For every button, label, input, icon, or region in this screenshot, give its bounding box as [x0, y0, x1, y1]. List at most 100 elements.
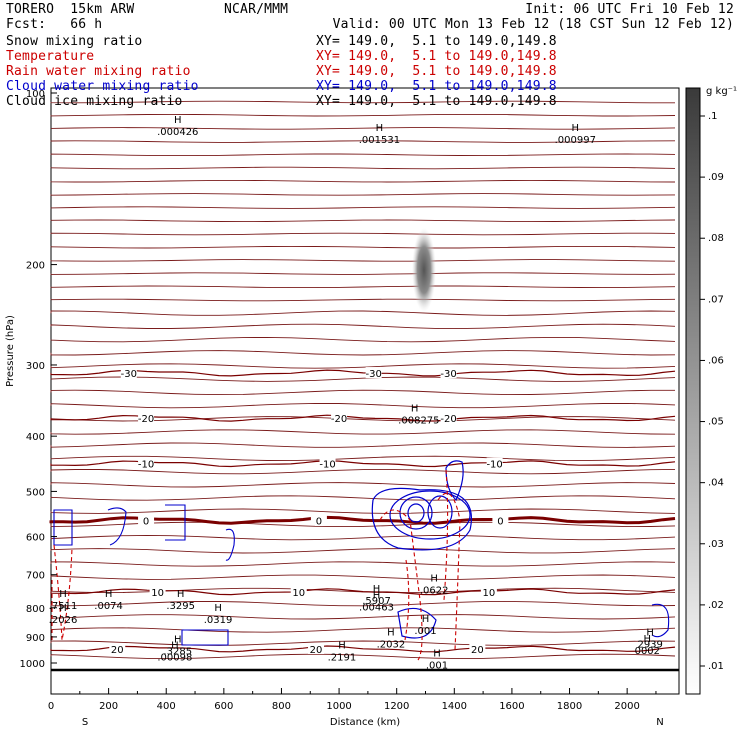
y-tick-label: 300: [26, 361, 45, 372]
south-label: S: [82, 717, 88, 728]
colorbar-tick-label: .07: [708, 294, 724, 305]
field-name: Snow mixing ratio: [6, 34, 143, 49]
maximum-H: H: [177, 589, 185, 600]
maximum-value: .000997: [555, 135, 596, 146]
maximum-H: H: [387, 627, 395, 638]
isotherm-line: [50, 369, 676, 377]
isotherm-label-bg: [331, 412, 348, 424]
theta-contour: [50, 468, 676, 475]
field-name: Cloud ice mixing ratio: [6, 94, 183, 109]
theta-contour: [50, 298, 676, 302]
maximum-H: H: [214, 603, 222, 614]
y-tick-label: 500: [26, 487, 45, 498]
isotherm-label-bg: [290, 585, 307, 597]
maximum-H: H: [572, 123, 580, 134]
colorbar-tick-label: .01: [708, 661, 724, 672]
y-tick-label: 800: [26, 604, 45, 615]
colorbar-gradient: [685, 87, 701, 695]
maximum-H: H: [373, 590, 381, 601]
maximum-H: H: [422, 614, 430, 625]
init-time: Init: 06 UTC Fri 10 Feb 12: [525, 2, 734, 17]
isotherm-label: 0: [497, 516, 503, 527]
theta-contour: [50, 323, 676, 330]
maximum-H: H: [644, 634, 652, 645]
maximum-H: H: [171, 640, 179, 651]
colorbar-tick-label: .06: [708, 355, 724, 366]
theta-contour: [50, 455, 676, 462]
colorbar-tick-label: .03: [708, 539, 724, 550]
maximum-value: .2032: [377, 639, 406, 650]
isotherm-label: -20: [440, 414, 456, 425]
theta-contour: [50, 310, 676, 316]
model-name: TORERO 15km ARW: [6, 2, 135, 17]
isotherm-label-bg: [469, 642, 486, 654]
colorbar-tick-label: .09: [708, 172, 724, 183]
theta-contour: [50, 285, 676, 289]
theta-contour: [50, 389, 675, 396]
north-label: N: [656, 717, 663, 728]
isotherm-label: 20: [471, 645, 484, 656]
maximum-value: .3285: [163, 646, 192, 657]
field-name: Rain water mixing ratio: [6, 64, 191, 79]
theta-contour: [50, 140, 676, 143]
y-tick-label: 200: [26, 261, 45, 272]
theta-contour: [50, 245, 676, 249]
isotherm-label-bg: [109, 642, 126, 654]
theta-contour: [50, 153, 676, 157]
colorbar-tick-label: .1: [708, 111, 718, 122]
isotherm-label-bg: [138, 412, 155, 424]
maximum-value: .000426: [157, 127, 198, 138]
maximum-H: H: [105, 589, 113, 600]
theta-contour: [50, 508, 676, 514]
snow-max-value: .008275: [398, 416, 439, 427]
maximum-H: H: [430, 573, 438, 584]
theta-contour: [50, 429, 676, 435]
theta-contour: [50, 653, 676, 660]
y-tick-label: 700: [26, 571, 45, 582]
isotherm-label-bg: [310, 514, 327, 526]
theta-contour: [50, 495, 676, 501]
theta-contour: [50, 127, 676, 130]
cloud-water-contours-west: [53, 504, 670, 646]
hydrometeor-contours: [51, 228, 670, 661]
y-axis-label: Pressure (hPa): [5, 315, 16, 387]
isotherm-label-bg: [480, 585, 497, 597]
valid-time: Valid: 00 UTC Mon 13 Feb 12 (18 CST Sun …: [332, 17, 734, 32]
x-tick-label: 0: [48, 701, 54, 712]
maximum-H: H: [174, 634, 182, 645]
colorbar-unit: g kg⁻¹: [706, 86, 737, 97]
theta-contour: [50, 100, 675, 104]
colorbar-tick-label: .02: [708, 600, 724, 611]
theta-contour: [50, 272, 676, 275]
maximum-H: H: [59, 603, 67, 614]
maximum-value: .2191: [328, 652, 357, 663]
axes: 0 200 400 600 800 1000 1200 1400 1600 1800 2000100…: [5, 89, 664, 728]
pressure-contours: [50, 100, 676, 660]
maximum-value: .0622: [420, 585, 449, 596]
isotherm-label: 10: [151, 588, 164, 599]
maximum-value: 2939: [637, 639, 662, 650]
x-tick-label: 1200: [384, 701, 409, 712]
field-name: Cloud water mixing ratio: [6, 79, 199, 94]
isotherm-label: 20: [111, 645, 124, 656]
isotherm-label: 10: [483, 588, 496, 599]
field-xy-range: XY= 149.0, 5.1 to 149.0,149.8: [316, 64, 557, 79]
isotherm-label-bg: [120, 367, 137, 379]
theta-contour: [50, 219, 676, 223]
isotherm-label: -10: [486, 460, 502, 471]
maximum-value: .3295: [166, 601, 195, 612]
colorbar-tick-label: .05: [708, 417, 724, 428]
isotherm-label-bg: [138, 457, 155, 469]
maximum-H: H: [646, 627, 654, 638]
theta-contour: [50, 640, 676, 646]
isotherm-label-bg: [308, 642, 325, 654]
field-xy-range: XY= 149.0, 5.1 to 149.0,149.8: [316, 79, 557, 94]
snow-maximum-shading: [412, 228, 436, 312]
field-xy-range: XY= 149.0, 5.1 to 149.0,149.8: [316, 49, 557, 64]
maximum-H: H: [59, 589, 67, 600]
theta-contour: [50, 113, 676, 117]
theta-contour: [50, 587, 676, 594]
maximum-H: H: [433, 648, 441, 659]
x-tick-label: 600: [214, 701, 233, 712]
y-tick-label: 600: [26, 533, 45, 544]
